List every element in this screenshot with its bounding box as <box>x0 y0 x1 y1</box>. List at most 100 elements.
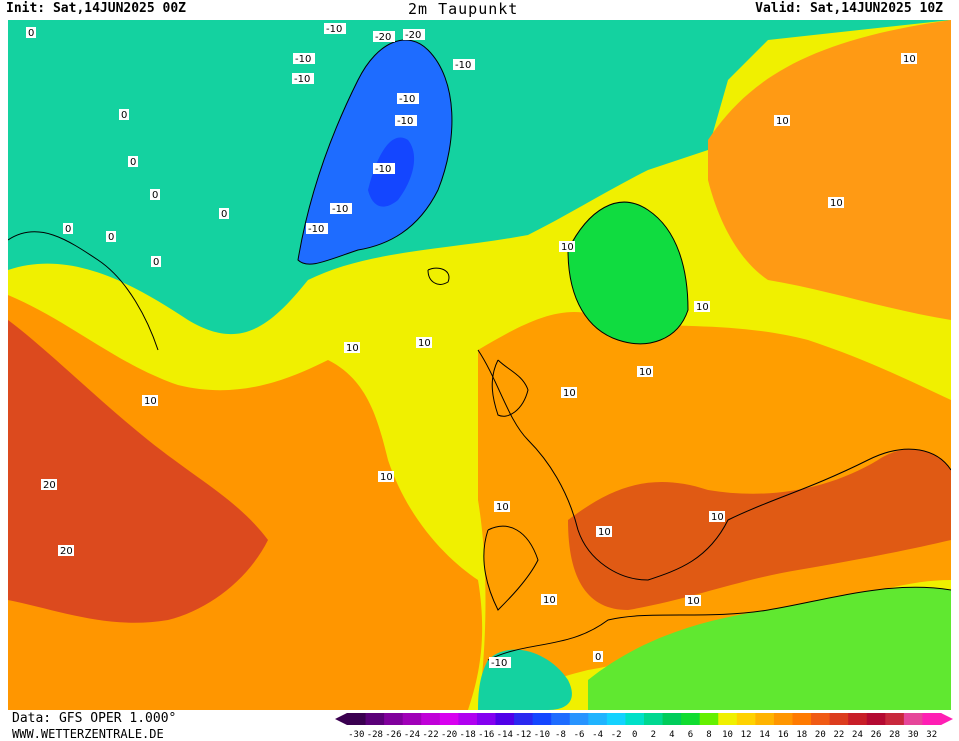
legend-swatch <box>699 713 719 725</box>
contour-label: 10 <box>496 502 509 513</box>
valid-time-label: Valid: Sat,14JUN2025 10Z <box>755 1 943 16</box>
contour-label: 10 <box>563 388 576 399</box>
contour-label-bg <box>489 657 511 668</box>
contour-label: 10 <box>711 512 724 523</box>
contour-label-bg <box>709 511 725 522</box>
contour-label-bg <box>219 208 229 219</box>
legend-tick-label: 4 <box>669 730 674 740</box>
contour-label: -10 <box>397 116 413 127</box>
contour-label: -10 <box>308 224 324 235</box>
contour-label: 0 <box>130 157 136 168</box>
contour-label: 0 <box>65 224 71 235</box>
contour-label-bg <box>416 337 432 348</box>
contour-label-bg <box>306 223 328 234</box>
legend-swatch <box>421 713 441 725</box>
legend-tick-label: 10 <box>722 730 733 740</box>
contour-label-bg <box>150 189 160 200</box>
contour-label: 10 <box>830 198 843 209</box>
contour-label: 10 <box>380 472 393 483</box>
contour-label: 20 <box>43 480 56 491</box>
contour-label-bg <box>292 73 314 84</box>
legend-swatch <box>792 713 812 725</box>
contour-label-bg <box>593 651 603 662</box>
dewpoint-map: 0 0 0 0 0 0 0 0 -10 -20 -20 -10 -10 -10 -10 -10 -10 -10 -1… <box>8 20 951 710</box>
contour-label: -20 <box>375 32 391 43</box>
legend-swatch <box>551 713 571 725</box>
legend-tick-label: 32 <box>926 730 937 740</box>
contour-label-bg <box>901 53 917 64</box>
map-title: 2m Taupunkt <box>408 0 519 18</box>
contour-label-bg <box>685 595 701 606</box>
contour-label-bg <box>63 223 73 234</box>
legend-right-arrow <box>941 713 953 725</box>
contour-label-bg <box>373 163 395 174</box>
legend-swatch <box>347 713 367 725</box>
africa-green-region <box>588 587 951 710</box>
legend-swatch <box>718 713 738 725</box>
legend-tick-label: 2 <box>651 730 656 740</box>
contour-label-bg <box>559 241 575 252</box>
contour-label-bg <box>378 471 394 482</box>
contour-label-bg <box>403 29 425 40</box>
contour-label: -10 <box>375 164 391 175</box>
legend-tick-label: -4 <box>592 730 603 740</box>
contour-label-bg <box>151 256 161 267</box>
contour-label: -10 <box>294 74 310 85</box>
legend-tick-label: -24 <box>404 730 420 740</box>
legend-tick-label: 30 <box>908 730 919 740</box>
legend-swatch <box>866 713 886 725</box>
legend-swatch <box>755 713 775 725</box>
legend-tick-label: 14 <box>759 730 770 740</box>
contour-label: 0 <box>28 28 34 39</box>
contour-label: -10 <box>295 54 311 65</box>
contour-label-bg <box>397 93 419 104</box>
contour-label: 0 <box>108 232 114 243</box>
contour-label-bg <box>774 115 790 126</box>
contour-label-bg <box>324 23 346 34</box>
contour-label: -10 <box>399 94 415 105</box>
legend-swatch <box>606 713 626 725</box>
legend-tick-label: 6 <box>688 730 693 740</box>
legend-swatch <box>829 713 849 725</box>
legend-tick-label: -30 <box>348 730 364 740</box>
legend-tick-label: -2 <box>611 730 622 740</box>
contour-label-bg <box>596 526 612 537</box>
contour-label-bg <box>494 501 510 512</box>
contour-label-bg <box>106 231 116 242</box>
legend-swatch <box>439 713 459 725</box>
contour-label: 0 <box>121 110 127 121</box>
legend-tick-label: 28 <box>889 730 900 740</box>
legend-tick-label: 18 <box>796 730 807 740</box>
legend-tick-label: -8 <box>555 730 566 740</box>
contour-label-bg <box>373 31 395 42</box>
legend-swatch <box>773 713 793 725</box>
legend-left-arrow <box>335 713 347 725</box>
contour-label-bg <box>541 594 557 605</box>
contour-label: -10 <box>455 60 471 71</box>
contour-label-bg <box>828 197 844 208</box>
contour-label-bg <box>637 366 653 377</box>
contour-label-bg <box>128 156 138 167</box>
legend-swatch <box>532 713 552 725</box>
contour-label: 10 <box>696 302 709 313</box>
legend-tick-label: 22 <box>833 730 844 740</box>
legend-tick-label: 26 <box>871 730 882 740</box>
contour-label: 0 <box>221 209 227 220</box>
contour-label-bg <box>293 53 315 64</box>
legend-tick-label: -26 <box>385 730 401 740</box>
legend-tick-label: 20 <box>815 730 826 740</box>
contour-label-bg <box>694 301 710 312</box>
contour-label-bg <box>26 27 36 38</box>
contour-labels: 0 0 0 0 0 0 0 0 -10 -20 -20 -10 -10 -10 -10 -10 -10 -10 -1… <box>26 23 917 669</box>
contour-label-bg <box>330 203 352 214</box>
legend-swatch <box>514 713 534 725</box>
legend-swatch <box>476 713 496 725</box>
legend-swatch <box>922 713 942 725</box>
legend-swatch <box>681 713 701 725</box>
legend-tick-label: -18 <box>460 730 476 740</box>
legend-tick-label: -28 <box>367 730 383 740</box>
legend-swatch <box>569 713 589 725</box>
contour-label-bg <box>561 387 577 398</box>
legend-swatch <box>903 713 923 725</box>
legend-swatch <box>384 713 404 725</box>
